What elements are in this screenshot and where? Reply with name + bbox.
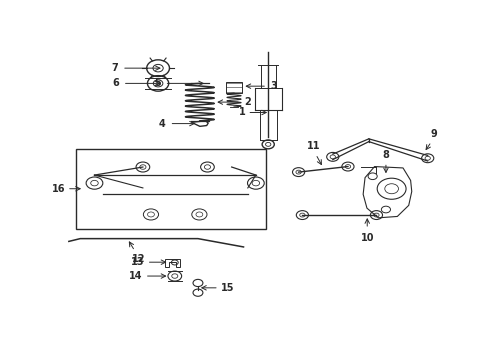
Text: 13: 13 bbox=[131, 257, 145, 267]
Text: 1: 1 bbox=[239, 108, 245, 117]
Text: 8: 8 bbox=[383, 150, 390, 159]
Text: 4: 4 bbox=[159, 118, 166, 129]
Text: 7: 7 bbox=[111, 63, 118, 73]
Text: 12: 12 bbox=[132, 254, 146, 264]
Text: 2: 2 bbox=[245, 97, 251, 107]
Text: 3: 3 bbox=[271, 81, 278, 91]
Text: 10: 10 bbox=[361, 233, 374, 243]
Bar bbox=[226, 82, 243, 93]
Bar bbox=[76, 149, 267, 229]
Text: 9: 9 bbox=[430, 129, 437, 139]
Text: 11: 11 bbox=[307, 141, 320, 151]
Text: 5: 5 bbox=[154, 78, 161, 89]
Text: 6: 6 bbox=[112, 78, 119, 89]
Text: 16: 16 bbox=[51, 184, 65, 194]
Text: 14: 14 bbox=[129, 271, 143, 281]
Text: 15: 15 bbox=[220, 283, 234, 293]
